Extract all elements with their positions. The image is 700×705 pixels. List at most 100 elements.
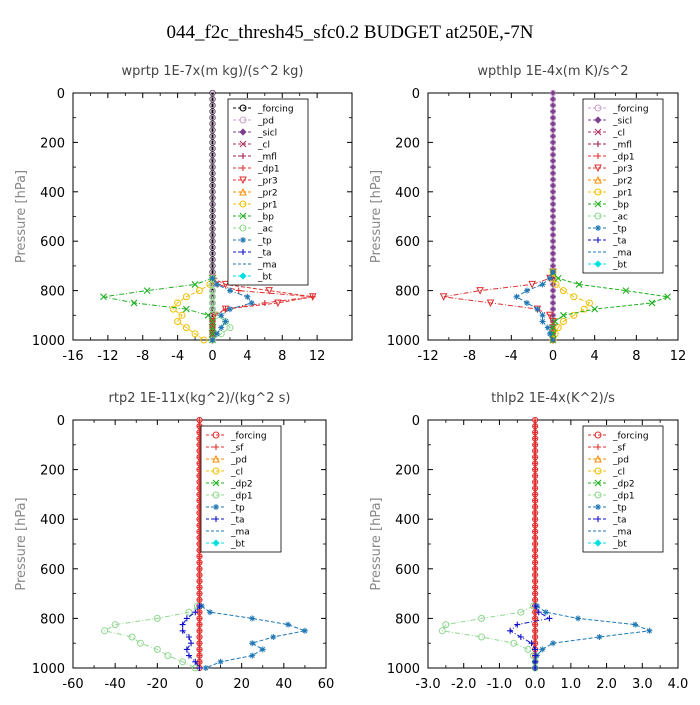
zero-line-marker [550, 201, 556, 207]
zero-line-marker [532, 461, 538, 466]
zero-line-marker [532, 616, 538, 621]
legend-label: _bp [612, 201, 629, 211]
legend-marker [594, 491, 602, 499]
x-tick-label: -2.0 [451, 677, 476, 692]
data-point [554, 324, 562, 332]
legend-entry: _ma [588, 249, 632, 259]
series-bp [549, 268, 671, 344]
data-point [174, 299, 182, 307]
legend-label: _dp2 [230, 480, 253, 490]
legend-label: _tp [612, 225, 627, 235]
zero-line-marker [209, 102, 216, 109]
data-point [226, 324, 234, 332]
zero-line-marker [550, 195, 556, 201]
data-point [213, 330, 220, 337]
legend-entry: _ta [588, 237, 627, 247]
legend-entry: _ac [588, 212, 628, 223]
legend-entry: _bt [206, 539, 245, 550]
legend-marker [213, 444, 219, 450]
data-point [546, 311, 554, 320]
legend-label: _sf [612, 444, 626, 454]
legend-entry: _bt [233, 272, 272, 283]
y-tick-label: 1000 [32, 662, 65, 677]
zero-line-marker [197, 597, 202, 602]
data-point [550, 640, 556, 647]
data-point [195, 287, 203, 295]
legend-marker [594, 175, 602, 184]
legend-marker [239, 187, 247, 196]
legend-box [200, 425, 282, 553]
data-point [202, 665, 209, 671]
zero-line-marker [532, 628, 538, 633]
zero-line-marker [532, 417, 538, 423]
zero-line-marker [209, 195, 216, 201]
zero-line-marker [196, 640, 203, 647]
legend-entry: _tp [233, 237, 272, 247]
data-point [179, 658, 187, 666]
zero-line-marker [209, 263, 216, 269]
data-point [111, 621, 119, 629]
legend-marker [213, 504, 219, 510]
data-point [550, 337, 556, 343]
series-line [509, 605, 551, 668]
data-point [209, 324, 216, 332]
x-tick-label: 8 [632, 349, 640, 364]
data-point [534, 306, 541, 313]
zero-line-marker [197, 554, 202, 559]
series-line [201, 605, 307, 669]
zero-line-marker [550, 182, 556, 189]
zero-line-marker [196, 652, 203, 659]
data-point [169, 305, 177, 313]
zero-line-marker [550, 145, 556, 152]
data-point [136, 639, 144, 647]
zero-line-marker [532, 455, 538, 460]
data-point [308, 293, 317, 301]
series-pr1 [169, 274, 216, 344]
chart-panel-3: rtp2 1E-11x(kg^2)/(kg^2 s) Pressure [hPa]… [14, 391, 334, 692]
y-axis-label: Pressure [hPa] [14, 170, 29, 263]
zero-line-marker [532, 547, 539, 554]
zero-line-marker [532, 503, 539, 510]
legend-label: _mfl [612, 141, 632, 151]
zero-line-marker [532, 529, 538, 534]
zero-line-marker [532, 460, 539, 467]
legend-marker [595, 504, 601, 510]
zero-line-marker [532, 560, 538, 565]
data-point [188, 640, 195, 647]
x-tick-label: 12 [670, 349, 687, 364]
data-point [191, 281, 199, 288]
legend-marker [212, 491, 220, 499]
x-tick-label: -60 [62, 677, 83, 692]
zero-line-marker [532, 447, 539, 455]
legend-marker [595, 141, 601, 147]
x-tick-label: 0.0 [525, 677, 546, 692]
zero-line-marker [532, 633, 539, 641]
data-point [183, 615, 190, 622]
zero-line-marker [532, 572, 538, 578]
x-tick-label: 4 [243, 349, 251, 364]
data-point [221, 280, 230, 289]
legend-entry: _bt [588, 260, 627, 271]
y-tick-label: 200 [40, 136, 65, 151]
zero-line-marker [532, 516, 539, 523]
legend: _forcing _sf _pd _cl _dp2 _dp1 _tp _ta _ma _bt [200, 425, 282, 553]
data-point [226, 306, 233, 313]
legend-label: _pr3 [612, 165, 633, 175]
zero-line-marker [532, 553, 539, 560]
data-point [539, 312, 546, 319]
legend-entry: _ma [233, 261, 277, 271]
zero-line-marker [532, 498, 538, 503]
data-point [552, 280, 560, 288]
data-point [209, 318, 216, 325]
data-point [210, 311, 219, 320]
legend-marker [594, 116, 602, 124]
legend-label: _bt [257, 273, 272, 283]
x-tick-label: 12 [309, 349, 326, 364]
legend-marker [213, 516, 219, 522]
data-point [549, 330, 557, 338]
legend-marker [595, 444, 601, 450]
legend-label: _pd [257, 117, 274, 127]
zero-line-marker [209, 115, 216, 121]
data-point [182, 305, 190, 313]
data-point [259, 646, 266, 653]
